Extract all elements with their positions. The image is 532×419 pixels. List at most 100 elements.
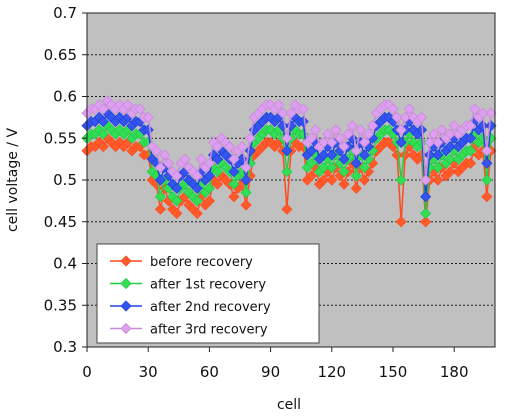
data-point — [415, 124, 428, 136]
data-point — [338, 178, 350, 190]
data-point — [358, 136, 371, 148]
data-point — [326, 161, 338, 174]
legend-marker — [120, 277, 132, 290]
data-point — [338, 153, 350, 165]
data-point — [428, 128, 440, 140]
data-point — [236, 141, 248, 153]
data-point — [358, 149, 371, 161]
legend-item: after 2nd recovery — [110, 300, 271, 315]
data-point — [309, 124, 322, 136]
x-axis-title: cell — [277, 397, 301, 413]
data-point — [469, 103, 481, 115]
data-point — [97, 115, 109, 128]
data-point — [358, 161, 371, 174]
data-point — [281, 166, 293, 178]
y-tick-label: 0.45 — [44, 213, 77, 231]
data-point — [424, 149, 436, 161]
y-tick-label: 0.7 — [53, 4, 77, 22]
y-tick-label: 0.5 — [53, 171, 77, 189]
legend-marker — [120, 300, 132, 312]
data-point — [395, 174, 407, 186]
data-point — [432, 174, 444, 186]
legend-marker — [120, 255, 132, 267]
data-point — [211, 178, 224, 190]
legend-box — [96, 243, 320, 344]
data-point — [285, 120, 297, 132]
data-point — [326, 149, 338, 161]
y-tick-label: 0.3 — [53, 338, 77, 356]
data-point — [444, 166, 456, 178]
data-point — [228, 153, 240, 165]
x-tick-label: 120 — [317, 363, 346, 381]
data-point — [97, 103, 109, 115]
data-point — [391, 111, 403, 123]
data-point — [240, 174, 252, 186]
data-point — [191, 170, 203, 182]
y-tick-label: 0.65 — [44, 46, 77, 64]
data-point — [395, 124, 407, 136]
data-point — [171, 182, 183, 194]
x-tick-label: 30 — [139, 363, 158, 381]
data-point — [420, 216, 432, 228]
data-point — [481, 191, 493, 203]
data-point — [224, 141, 236, 153]
data-point — [350, 157, 362, 169]
data-point — [415, 111, 428, 123]
data-point — [420, 174, 432, 186]
legend-item: after 1st recovery — [110, 278, 266, 293]
data-point — [228, 191, 240, 203]
data-point — [350, 170, 362, 182]
legend-item: after 3rd recovery — [110, 323, 268, 338]
data-point — [142, 111, 154, 123]
data-point — [432, 136, 444, 148]
data-point — [367, 120, 379, 132]
data-point — [403, 103, 415, 115]
data-point — [281, 132, 293, 144]
data-point — [326, 136, 338, 148]
data-point — [358, 174, 371, 186]
data-point — [203, 195, 215, 207]
data-point — [211, 166, 224, 178]
data-point — [350, 145, 362, 157]
x-tick-label: 150 — [379, 363, 408, 381]
data-point — [399, 149, 411, 161]
data-point — [464, 157, 477, 169]
data-point — [171, 195, 183, 207]
data-point — [432, 161, 444, 174]
data-point — [240, 186, 252, 199]
data-point — [163, 157, 175, 169]
legend-marker — [120, 322, 132, 335]
data-point — [338, 141, 350, 153]
y-tick-label: 0.35 — [44, 296, 77, 314]
data-point — [150, 145, 162, 157]
data-point — [354, 124, 366, 136]
data-point — [346, 120, 358, 132]
data-point — [203, 170, 215, 182]
data-point — [228, 166, 240, 178]
data-point — [273, 99, 285, 111]
legend-label: before recovery — [150, 255, 253, 270]
data-point — [318, 149, 330, 161]
data-point — [481, 157, 493, 169]
legend-label: after 2nd recovery — [150, 300, 271, 315]
data-point — [318, 161, 330, 174]
data-point — [195, 153, 207, 165]
data-point — [399, 111, 411, 123]
x-tick-label: 0 — [82, 363, 92, 381]
data-point — [464, 132, 477, 144]
data-point — [436, 124, 448, 136]
data-point — [154, 161, 167, 174]
data-point — [424, 136, 436, 148]
data-point — [154, 203, 167, 215]
legend-label: after 3rd recovery — [150, 323, 268, 338]
data-point — [464, 145, 477, 157]
data-point — [211, 141, 224, 153]
data-point — [481, 174, 493, 186]
data-point — [338, 166, 350, 178]
data-point — [97, 128, 109, 140]
data-point — [477, 120, 489, 132]
data-point — [448, 120, 460, 132]
series-4 — [81, 95, 497, 186]
